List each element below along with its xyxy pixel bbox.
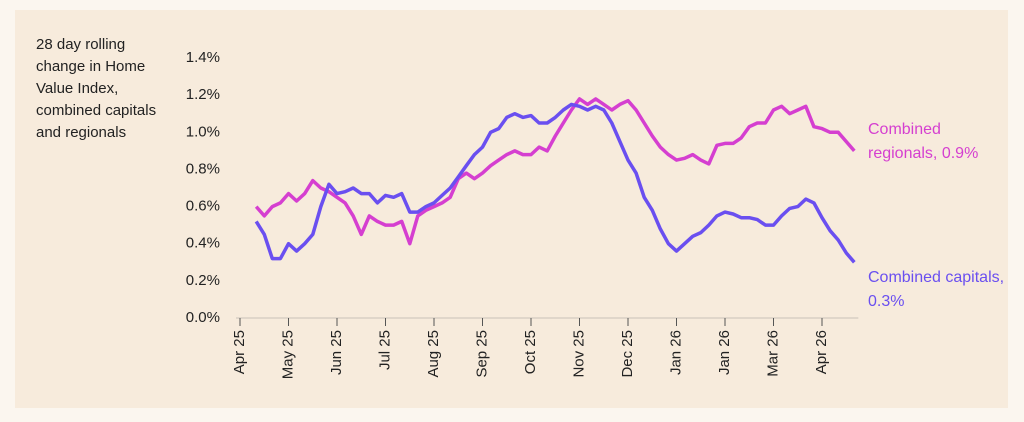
chart-panel [15, 10, 1008, 408]
y-tick-label: 0.8% [186, 160, 220, 177]
x-tick-label: Dec 25 [619, 330, 636, 378]
series-label: Combined regionals, 0.9% [868, 121, 979, 162]
y-tick-label: 1.2% [186, 86, 220, 103]
x-tick-label: Oct 25 [522, 330, 539, 374]
x-tick-label: Jul 25 [376, 330, 393, 370]
x-tick-label: Apr 25 [231, 330, 248, 374]
y-tick-label: 0.6% [186, 198, 220, 215]
x-tick-label: Sep 25 [473, 330, 490, 378]
y-tick-label: 0.0% [186, 309, 220, 326]
x-tick-label: Jun 25 [328, 330, 345, 375]
series-line [254, 97, 856, 246]
x-tick-label: Jan 26 [667, 330, 684, 375]
y-axis-title: 28 day rolling change in Home Value Inde… [36, 36, 157, 141]
x-tick-label: May 25 [279, 330, 296, 379]
x-tick-label: Nov 25 [570, 330, 587, 378]
y-tick-label: 0.4% [186, 235, 220, 252]
x-tick-label: Apr 26 [813, 330, 830, 374]
x-tick-label: Aug 25 [425, 330, 442, 378]
series-line [254, 102, 856, 264]
x-tick-label: Mar 26 [764, 330, 781, 377]
y-tick-label: 0.2% [186, 272, 220, 289]
series-label: Combined capitals, 0.3% [868, 269, 1005, 310]
y-tick-label: 1.4% [186, 49, 220, 66]
y-tick-label: 1.0% [186, 123, 220, 140]
x-tick-label: Jan 26 [716, 330, 733, 375]
